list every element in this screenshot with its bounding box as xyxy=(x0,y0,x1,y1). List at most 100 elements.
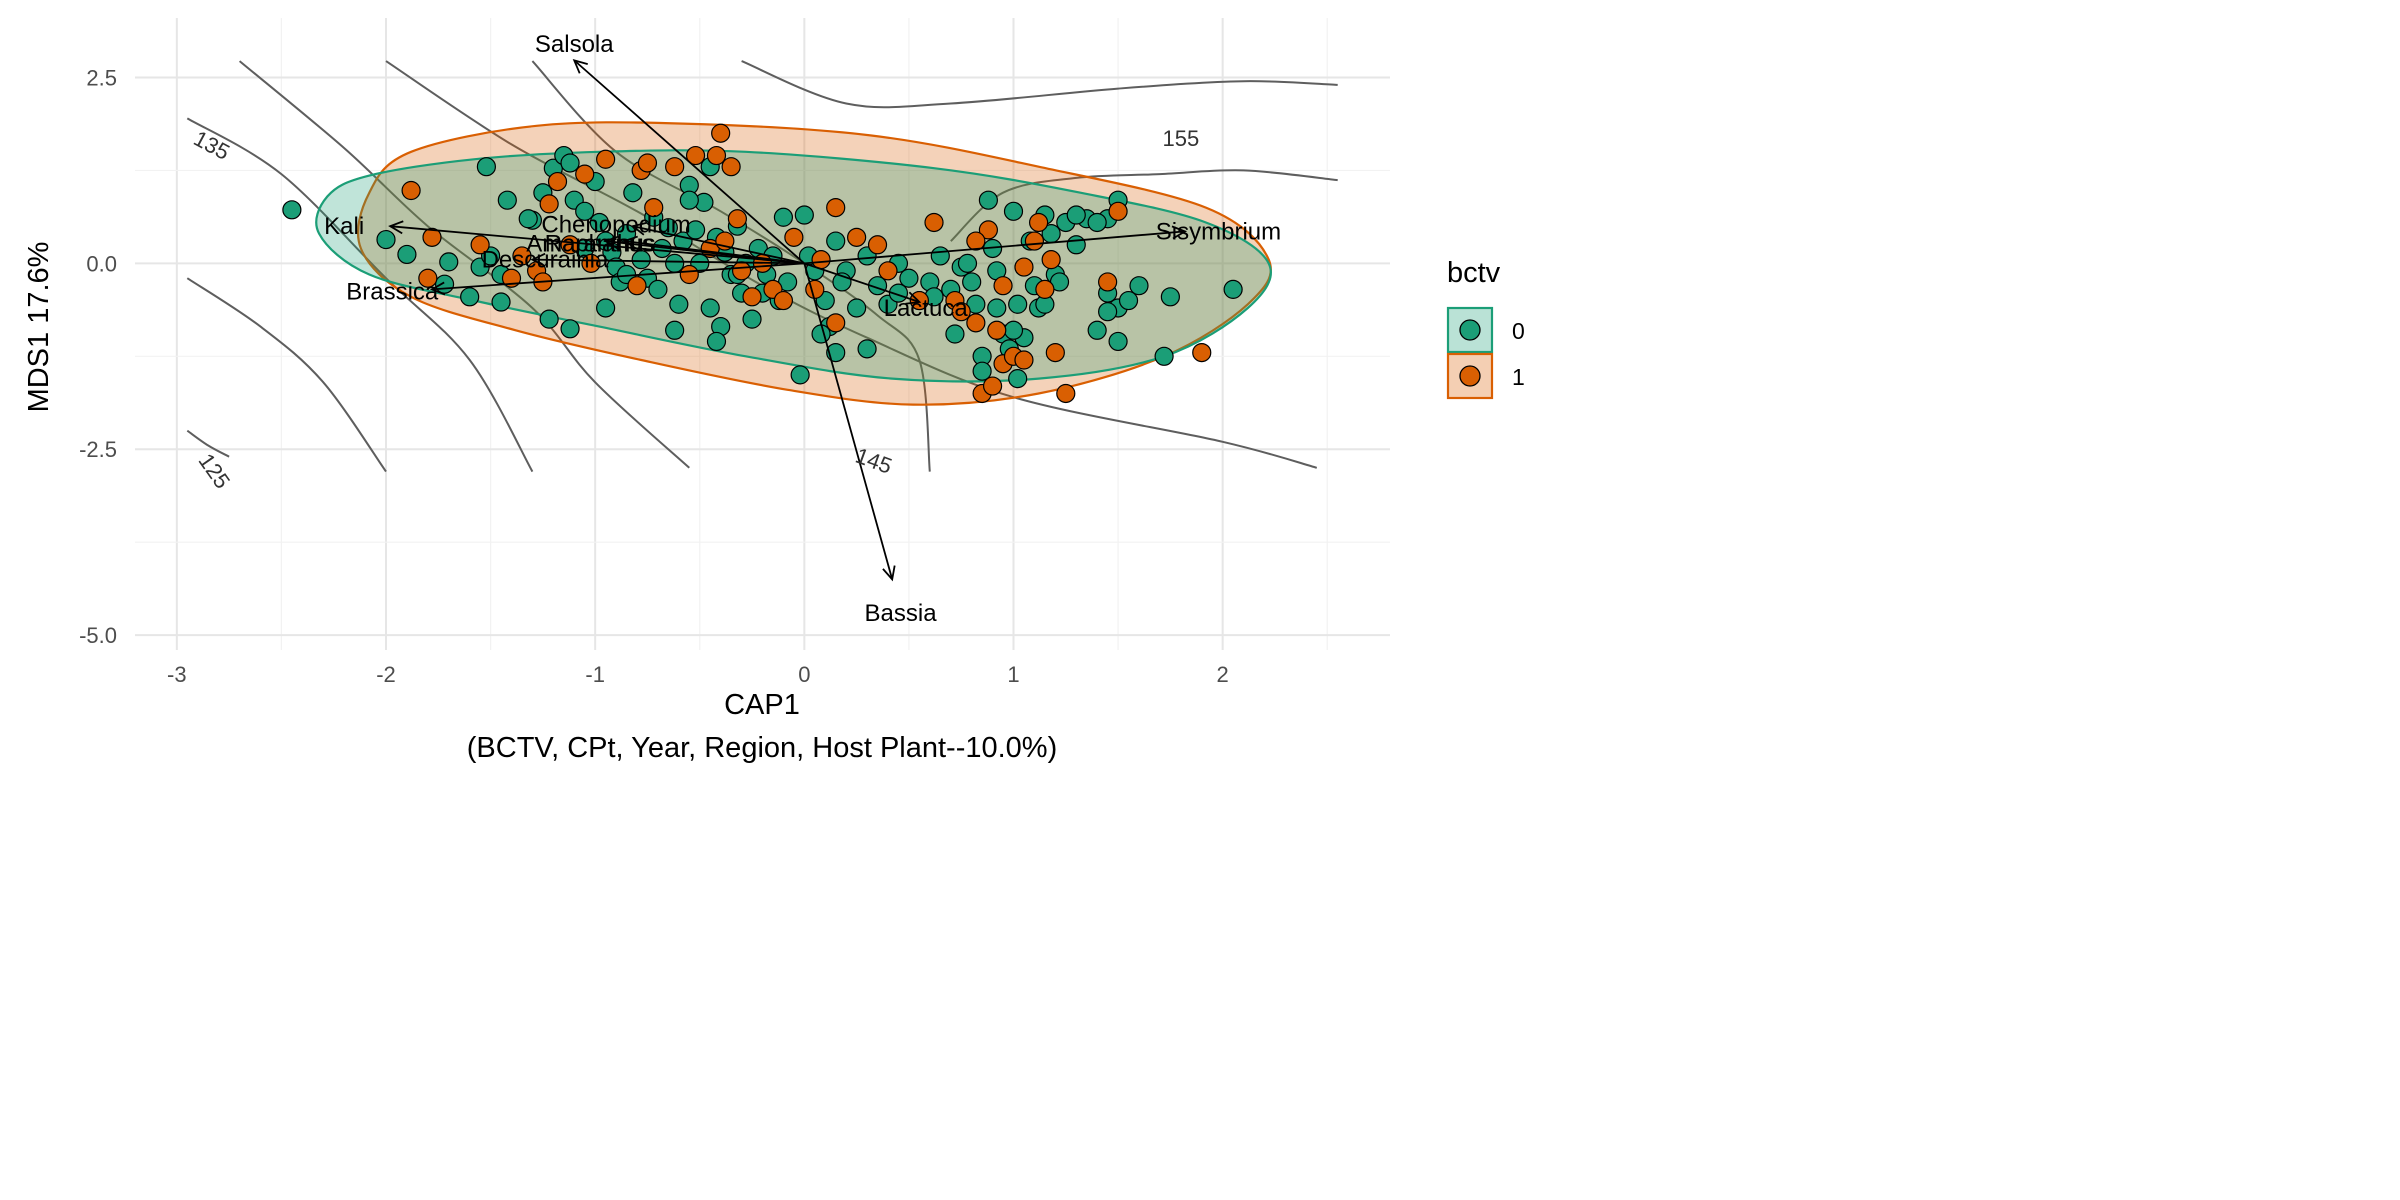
data-point-0 xyxy=(899,268,919,288)
data-point-0 xyxy=(589,212,609,233)
data-point-0 xyxy=(439,252,459,272)
data-point-0 xyxy=(790,365,810,385)
data-point-1 xyxy=(711,123,731,143)
data-point-0 xyxy=(1098,302,1118,322)
data-point-1 xyxy=(422,227,442,247)
data-point-0 xyxy=(857,339,877,359)
legend-label-0: 0 xyxy=(1512,318,1525,344)
label-layer: 125 135 145 155 Salsola Kali Brassica Chenopodi… xyxy=(190,31,1282,627)
data-point-1 xyxy=(805,279,825,299)
data-point-1 xyxy=(982,376,1003,396)
data-point-0 xyxy=(888,283,909,303)
data-point-0 xyxy=(1118,290,1139,311)
data-point-1 xyxy=(539,194,559,214)
data-point-1 xyxy=(731,261,752,281)
x-axis-subtitle: (BCTV, CPt, Year, Region, Host Plant--10… xyxy=(467,732,1058,764)
data-point-0 xyxy=(560,319,580,339)
data-point-1 xyxy=(721,157,741,177)
vector-arrowhead xyxy=(572,59,588,74)
vector-label-descurainia: Descurainia xyxy=(482,247,609,274)
data-point-1 xyxy=(1108,201,1128,221)
data-point-1 xyxy=(665,157,685,177)
data-point-0 xyxy=(497,190,517,210)
data-point-1 xyxy=(966,231,986,251)
data-point-0 xyxy=(742,309,762,329)
vector-arrowhead xyxy=(603,235,620,250)
data-point-0 xyxy=(491,292,511,312)
y-tick-label: -2.5 xyxy=(79,437,117,462)
data-point-1 xyxy=(401,180,421,201)
vector-sisymbrium xyxy=(804,230,1186,265)
data-point-0 xyxy=(847,298,867,318)
data-point-0 xyxy=(978,190,999,210)
data-point-1 xyxy=(679,264,699,285)
contour-line xyxy=(741,60,1338,109)
vector-label-raphanus: Raphanus xyxy=(545,230,654,257)
data-point-1 xyxy=(742,287,762,307)
data-point-0 xyxy=(476,157,496,177)
contour-line xyxy=(950,169,1338,242)
vector-label-salsola: Salsola xyxy=(535,31,614,58)
vector-arrowhead xyxy=(622,235,638,250)
legend-entry-0: 0 xyxy=(1446,306,1525,354)
data-point-0 xyxy=(665,253,685,273)
data-point-1 xyxy=(1035,279,1055,299)
data-point-0 xyxy=(1129,276,1149,296)
data-point-1 xyxy=(627,276,647,296)
data-point-1 xyxy=(924,212,944,233)
data-point-0 xyxy=(665,320,685,340)
legend: bctv 0 1 xyxy=(1446,257,1525,400)
data-point-1 xyxy=(847,227,867,247)
data-point-1 xyxy=(1014,257,1034,277)
data-point-1 xyxy=(987,320,1007,340)
legend-point-0 xyxy=(1459,319,1481,341)
data-point-0 xyxy=(460,287,480,307)
data-point-1 xyxy=(727,209,748,229)
data-point-0 xyxy=(706,331,727,352)
x-axis-title: CAP1 xyxy=(724,689,800,721)
data-point-0 xyxy=(1087,212,1107,233)
data-point-0 xyxy=(930,246,950,266)
data-point-1 xyxy=(685,145,706,166)
y-tick-label: 0.0 xyxy=(86,251,117,276)
data-point-1 xyxy=(1014,350,1034,370)
data-point-0 xyxy=(648,279,668,299)
data-point-1 xyxy=(784,227,804,247)
vector-label-chenopodium: Chenopodium xyxy=(541,212,690,239)
data-point-0 xyxy=(1066,235,1086,255)
x-tick-label: 1 xyxy=(1007,662,1019,687)
data-point-1 xyxy=(637,153,658,173)
data-point-0 xyxy=(575,201,595,221)
vector-arrowhead xyxy=(429,281,446,296)
data-point-0 xyxy=(596,298,616,318)
vector-chenopodium xyxy=(632,225,805,265)
x-tick-label: -1 xyxy=(585,662,605,687)
contour-label: 155 xyxy=(1162,126,1199,151)
data-point-0 xyxy=(826,231,846,251)
data-point-1 xyxy=(1045,342,1065,363)
data-point-0 xyxy=(972,361,992,381)
data-point-1 xyxy=(878,261,898,281)
data-point-1 xyxy=(575,164,595,184)
data-point-0 xyxy=(560,153,580,173)
vector-arrowhead xyxy=(630,222,647,236)
data-point-0 xyxy=(987,298,1007,318)
vector-label-bassia: Bassia xyxy=(865,600,938,627)
data-point-0 xyxy=(1087,320,1107,340)
data-point-1 xyxy=(1056,383,1076,404)
legend-point-1 xyxy=(1459,365,1481,387)
data-point-1 xyxy=(1028,212,1049,233)
vector-layer xyxy=(388,59,1188,582)
data-point-0 xyxy=(1066,205,1086,225)
x-tick-label: 0 xyxy=(798,662,810,687)
data-point-1 xyxy=(966,313,986,333)
x-tick-label: -3 xyxy=(167,662,187,687)
contour-line xyxy=(531,60,931,472)
vector-salsola xyxy=(573,59,805,265)
data-point-0 xyxy=(1160,287,1180,307)
data-point-1 xyxy=(1024,231,1045,251)
vector-label-kali: Kali xyxy=(324,213,364,240)
data-point-0 xyxy=(1003,201,1024,221)
y-tick-label: -5.0 xyxy=(79,623,117,648)
vector-descurainia xyxy=(532,258,805,265)
